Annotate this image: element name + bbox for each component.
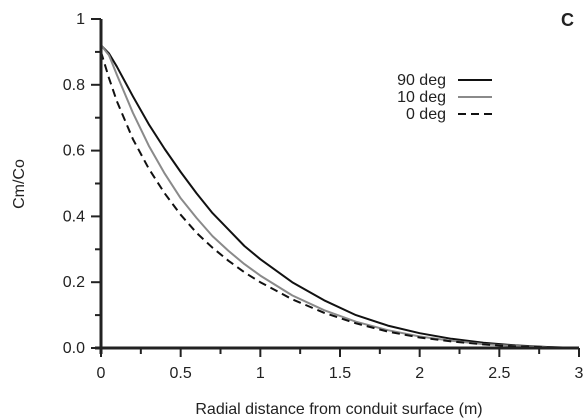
panel-label: C	[561, 10, 574, 30]
y-tick-label: 0.6	[63, 143, 85, 160]
x-tick-label: 1.5	[329, 365, 351, 382]
legend-label: 0 deg	[406, 106, 446, 123]
axes: 0.0 0.2 0.4 0.6 0.8 1 0 0.5 1 1.5 2 2.5 3	[63, 11, 584, 382]
y-axis-title: Cm/Co	[11, 159, 28, 209]
x-tick-label: 0	[97, 365, 106, 382]
legend-label: 10 deg	[397, 89, 446, 106]
y-tick-label: 1	[76, 11, 85, 28]
y-tick-label: 0.0	[63, 340, 85, 357]
x-tick-label: 0.5	[170, 365, 192, 382]
x-tick-label: 1	[256, 365, 265, 382]
x-tick-label: 2	[415, 365, 424, 382]
y-tick-label: 0.8	[63, 77, 85, 94]
series-line-10-deg	[100, 44, 580, 349]
y-tick-label: 0.4	[63, 208, 85, 225]
x-tick-label: 2.5	[488, 365, 510, 382]
series-line-0-deg	[100, 51, 580, 349]
x-axis-title: Radial distance from conduit surface (m)	[195, 401, 482, 418]
plot-area	[100, 44, 580, 349]
y-tick-label: 0.2	[63, 274, 85, 291]
series-line-90-deg	[100, 44, 580, 349]
x-tick-label: 3	[575, 365, 584, 382]
legend-label: 90 deg	[397, 72, 446, 89]
